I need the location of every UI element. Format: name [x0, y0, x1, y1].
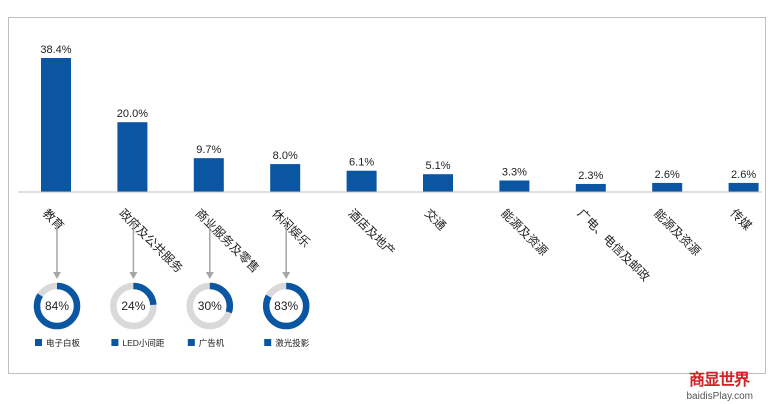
- category-label: 政府及公共服务: [116, 206, 186, 276]
- donut-value-label: 24%: [121, 299, 145, 313]
- arrow-head: [205, 272, 214, 279]
- donut-value-label: 83%: [274, 299, 298, 313]
- bar-value-label: 8.0%: [273, 150, 298, 162]
- bars-group: [41, 58, 759, 192]
- bar-value-label: 2.6%: [655, 169, 680, 181]
- bar: [117, 122, 148, 192]
- bar: [270, 164, 301, 192]
- category-label: 传媒: [727, 206, 755, 234]
- bar: [575, 183, 606, 192]
- bar: [41, 58, 71, 192]
- donut-arc: [186, 282, 234, 330]
- legend-swatch: [187, 339, 195, 346]
- bar-value-label: 5.1%: [425, 160, 450, 172]
- category-label: 教育: [40, 206, 68, 234]
- donut-value-label: 84%: [45, 299, 69, 313]
- donut-arc: [33, 282, 81, 330]
- value-labels-group: 38.4% 20.0% 9.7% 8.0% 6.1% 5.1% 3.3% 2.3% 2.6% 2.…: [40, 44, 756, 182]
- arrow-head: [53, 272, 61, 279]
- bar: [652, 182, 683, 192]
- chart-frame: [8, 17, 766, 374]
- bar-value-label: 38.4%: [40, 44, 71, 56]
- category-label: 能源及资源: [498, 206, 550, 258]
- bar-value-label: 3.3%: [502, 166, 527, 178]
- legend-swatch: [111, 339, 119, 346]
- category-label: 休闲娱乐: [269, 206, 313, 250]
- bar: [423, 174, 453, 192]
- donut-arc: [110, 282, 157, 330]
- arrow-head: [129, 272, 138, 279]
- bar-value-label: 2.3%: [578, 170, 603, 182]
- category-label: 商业服务及零售: [193, 206, 263, 276]
- legend-label: 激光投影: [275, 338, 310, 348]
- bar-value-label: 6.1%: [349, 157, 374, 169]
- donut-value-label: 30%: [198, 299, 222, 313]
- category-labels-group: 教育 政府及公共服务 商业服务及零售 休闲娱乐 酒店及地产 交通 能源及资源 广电、电信及邮政…: [40, 206, 755, 284]
- bar-value-label: 20.0%: [117, 108, 148, 120]
- donuts-group: 84% 24% 30% 83%: [33, 282, 310, 330]
- watermark-en: baidisPlay.com: [686, 391, 753, 402]
- bar-value-label: 9.7%: [196, 144, 221, 156]
- bar: [346, 170, 377, 192]
- legend-swatch: [264, 339, 272, 346]
- category-label: 交通: [422, 206, 450, 234]
- category-label: 酒店及地产: [345, 206, 397, 258]
- bar-value-label: 2.6%: [731, 169, 756, 181]
- bar: [499, 180, 530, 192]
- legend-label: 电子白板: [46, 338, 81, 348]
- category-label: 能源及资源: [651, 206, 703, 258]
- arrow-head: [282, 272, 291, 279]
- category-label: 广电、电信及邮政: [575, 206, 653, 284]
- legend-swatch: [35, 339, 42, 346]
- donut-legends-group: 电子白板 LED小间距 广告机 激光投影: [35, 338, 310, 348]
- arrows-group: [53, 222, 291, 279]
- bar: [193, 158, 224, 192]
- donut-arc: [262, 282, 310, 330]
- legend-label: 广告机: [199, 338, 225, 348]
- watermark-cn: 商显世界: [688, 372, 750, 389]
- legend-label: LED小间距: [122, 338, 165, 348]
- bar: [728, 182, 759, 192]
